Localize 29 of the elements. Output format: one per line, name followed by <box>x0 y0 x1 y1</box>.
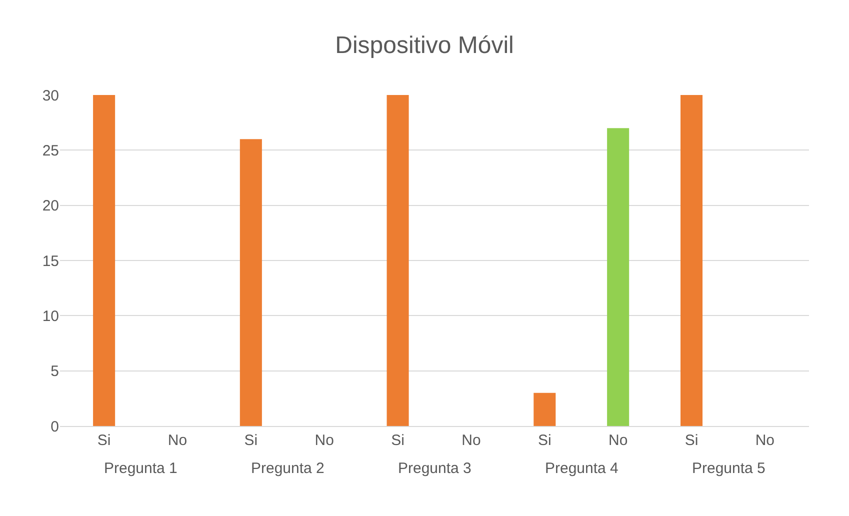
y-tick-label: 30 <box>42 87 59 104</box>
text: Pregunta 2 <box>251 460 324 477</box>
x-tick-label: No <box>462 432 481 449</box>
x-tick-label: No <box>168 432 188 449</box>
x-tick-label: Si <box>244 432 258 449</box>
text: Pregunta 1 <box>104 460 178 477</box>
y-tick-label: 10 <box>42 308 59 325</box>
x-tick-label: Si <box>97 432 111 449</box>
bar <box>534 392 556 426</box>
x-tick-label: No <box>608 432 628 449</box>
y-tick-label: 0 <box>50 418 59 436</box>
y-tick-label: 20 <box>42 198 59 215</box>
x-tick-label: No <box>314 432 334 449</box>
x-tick-label: No <box>755 432 775 449</box>
x-tick-label: Si <box>391 432 404 449</box>
bar <box>607 128 630 426</box>
y-tick-label: 5 <box>50 363 59 380</box>
y-tick-label: 15 <box>42 252 59 270</box>
y-tick-label: 25 <box>42 142 59 160</box>
text: Pregunta 5 <box>692 460 766 477</box>
bar <box>680 95 703 426</box>
bar <box>240 139 262 426</box>
bar <box>386 95 409 426</box>
x-tick-label: Si <box>684 432 698 449</box>
bar <box>93 95 116 426</box>
text: Pregunta 4 <box>545 460 618 477</box>
chart-title: Dispositivo Móvil <box>335 32 514 59</box>
x-tick-label: Si <box>538 432 552 449</box>
text: Pregunta 3 <box>398 460 472 477</box>
